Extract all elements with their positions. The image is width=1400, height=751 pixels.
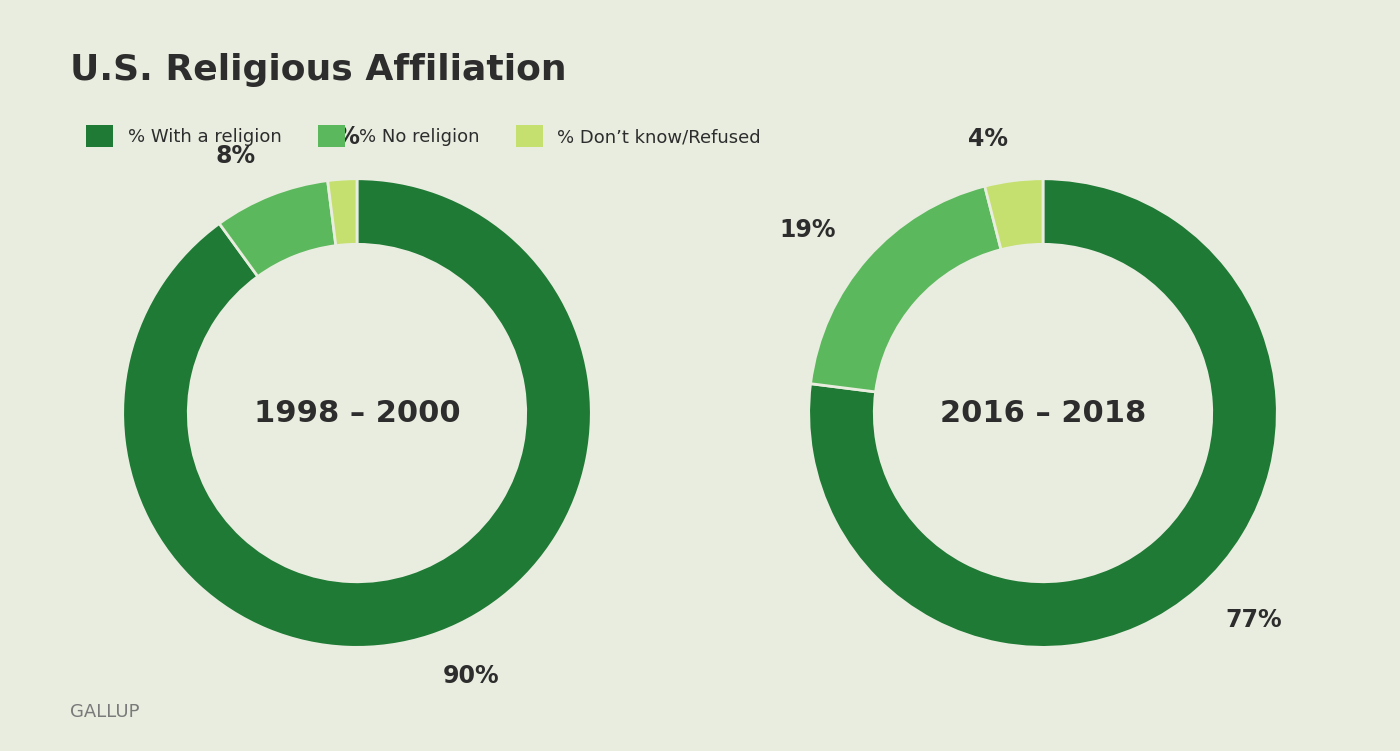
Wedge shape: [123, 179, 591, 647]
Text: 77%: 77%: [1226, 608, 1282, 632]
Legend: % With a religion, % No religion, % Don’t know/Refused: % With a religion, % No religion, % Don’…: [78, 118, 769, 155]
Text: 1998 – 2000: 1998 – 2000: [253, 399, 461, 427]
Text: 4%: 4%: [969, 127, 1008, 151]
Wedge shape: [809, 179, 1277, 647]
Text: 8%: 8%: [216, 144, 255, 168]
Text: U.S. Religious Affiliation: U.S. Religious Affiliation: [70, 53, 567, 86]
Text: 2%: 2%: [319, 125, 360, 149]
Wedge shape: [984, 179, 1043, 249]
Text: 19%: 19%: [780, 219, 836, 243]
Wedge shape: [220, 180, 336, 276]
Wedge shape: [811, 186, 1001, 392]
Wedge shape: [328, 179, 357, 246]
Text: 90%: 90%: [442, 664, 498, 688]
Text: GALLUP: GALLUP: [70, 703, 140, 721]
Text: 2016 – 2018: 2016 – 2018: [939, 399, 1147, 427]
